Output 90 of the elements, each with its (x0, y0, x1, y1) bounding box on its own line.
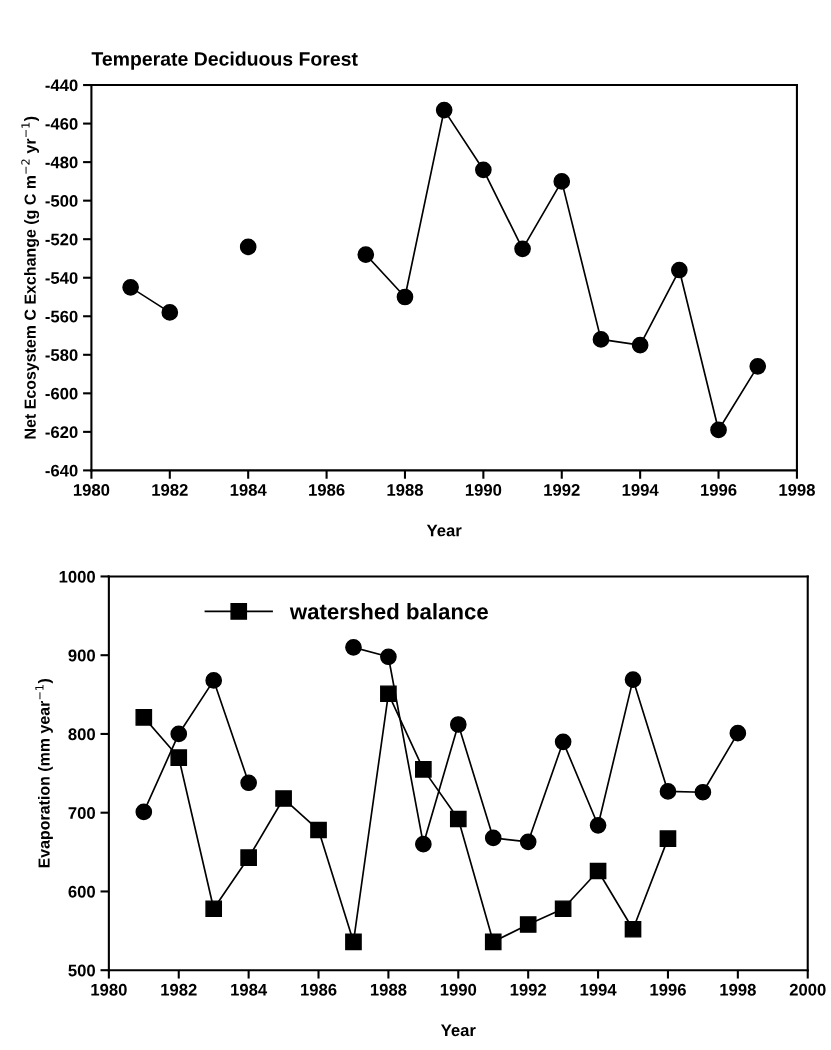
chart-title: Temperate Deciduous Forest (91, 51, 358, 70)
y-tick-label: 900 (68, 649, 95, 662)
x-tick-label: 1982 (152, 484, 188, 496)
point (240, 849, 257, 866)
y-axis-title: Net Ecosystem C Exchange (g C m$^{−2}$ yr$^{−1}$) (21, 116, 40, 439)
y-tick-label: 500 (68, 964, 95, 977)
x-tick-label: 1996 (650, 983, 686, 996)
point (659, 783, 677, 800)
point (449, 810, 467, 828)
y-axis-title: Evaporation (mm year$^{−1}$) (35, 679, 53, 868)
x-tick-label: 1996 (701, 484, 737, 496)
y-tick-label: -600 (45, 387, 78, 400)
y-tick-label: 700 (68, 807, 95, 819)
point (554, 900, 572, 918)
y-tick-label: -480 (45, 156, 78, 169)
y-tick-label: -500 (45, 195, 78, 207)
point (592, 331, 610, 348)
y-tick-label: 600 (68, 885, 95, 898)
point (205, 900, 223, 918)
point (239, 238, 257, 256)
y-tick-label: -560 (45, 310, 78, 323)
point (671, 261, 688, 279)
point (275, 790, 292, 807)
x-tick-label: 1990 (465, 484, 502, 496)
point (170, 749, 188, 766)
x-tick-label: 1980 (73, 484, 110, 496)
point (631, 336, 649, 354)
x-tick-label: 1980 (91, 983, 127, 996)
x-tick-label: 1994 (580, 983, 617, 996)
point (449, 716, 467, 733)
point (415, 835, 432, 853)
y-tick-label: -460 (45, 117, 78, 130)
x-tick-label: 1986 (301, 983, 337, 996)
point (624, 920, 642, 938)
point (484, 829, 502, 847)
x-axis-title: Year (440, 1024, 476, 1037)
point (475, 161, 492, 179)
point (710, 421, 727, 439)
x-tick-label: 1992 (544, 484, 580, 496)
point (310, 821, 327, 839)
x-tick-label: 1988 (370, 983, 407, 996)
x-tick-label: 1984 (231, 983, 268, 996)
x-tick-label: 1998 (779, 484, 815, 496)
point (240, 774, 257, 792)
point (519, 833, 537, 851)
point (589, 862, 607, 880)
x-tick-label: 2000 (789, 983, 826, 996)
x-tick-label: 1984 (230, 484, 267, 496)
point (554, 733, 572, 751)
x-tick-label: 1994 (622, 484, 659, 496)
point (170, 725, 188, 743)
point (380, 648, 397, 666)
point (345, 638, 362, 656)
x-tick-label: 1992 (510, 983, 547, 996)
y-tick-label: -520 (45, 233, 78, 246)
y-tick-label: 800 (68, 728, 95, 741)
point (396, 288, 414, 306)
x-tick-label: 1990 (440, 983, 477, 996)
point (135, 803, 153, 821)
x-axis-title: Year (426, 524, 462, 537)
point (624, 671, 642, 688)
legend-label: watershed balance (289, 603, 488, 620)
x-tick-label: 1986 (309, 484, 345, 496)
point (357, 246, 375, 263)
point (135, 709, 153, 726)
y-tick-label: 1000 (59, 570, 95, 583)
point (161, 304, 179, 321)
point (729, 724, 747, 742)
point (415, 761, 432, 778)
x-tick-label: 1982 (161, 983, 197, 996)
point (749, 358, 767, 375)
point (345, 933, 362, 951)
point (435, 101, 453, 119)
point (553, 173, 571, 190)
y-tick-label: -580 (45, 349, 78, 361)
x-tick-label: 1998 (720, 983, 756, 996)
point (380, 685, 397, 703)
point (694, 783, 712, 801)
y-tick-label: -440 (45, 79, 78, 92)
y-tick-label: -540 (45, 272, 78, 284)
point (122, 279, 139, 296)
x-tick-label: 1988 (387, 484, 423, 496)
point (659, 830, 677, 848)
y-tick-label: -620 (45, 426, 78, 439)
y-tick-label: -640 (45, 464, 78, 477)
point (589, 816, 607, 834)
point (484, 933, 502, 951)
point (514, 240, 531, 258)
point (205, 672, 223, 689)
point (519, 916, 537, 933)
